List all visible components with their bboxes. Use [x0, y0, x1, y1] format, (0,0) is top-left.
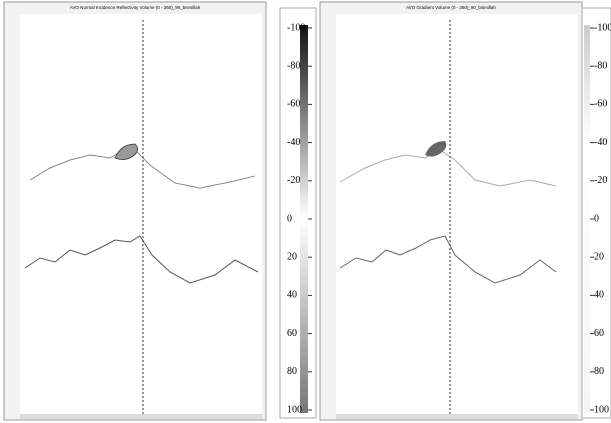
- body-outline: [114, 143, 138, 160]
- tick-label: 0: [594, 213, 599, 224]
- tick-label: -20: [594, 175, 607, 186]
- tick-label: 100: [594, 404, 609, 415]
- seismic: [20, 14, 262, 414]
- tick-label: -60: [287, 99, 300, 110]
- colorbar-ticks: -100 -80 -60 -40 -20 0 20 40 60 80 100: [590, 22, 611, 415]
- colorbar: [300, 25, 308, 413]
- panel-title: AVO Normal Incidence Reflectivity Volume…: [70, 5, 201, 10]
- seismic-fill: [336, 14, 578, 414]
- tick-label: 40: [287, 290, 297, 301]
- horizon: [24, 235, 259, 284]
- colorbar-frame: [279, 7, 317, 419]
- panel-left: AVO Normal Incidence Reflectivity Volume…: [3, 1, 317, 421]
- tick-label: 20: [594, 251, 604, 262]
- seismic: [336, 14, 578, 414]
- tick-label: -80: [287, 60, 300, 71]
- tick-label: -20: [287, 175, 300, 186]
- horizon: [339, 235, 557, 284]
- tick-label: -100: [287, 22, 305, 33]
- colorbar-ticks: -100 -80 -60 -40 -20 0 20 40 60 80 100: [287, 22, 312, 415]
- tick-label: 80: [594, 366, 604, 377]
- tick-label: 20: [287, 251, 297, 262]
- scrollbar: [20, 414, 262, 419]
- tick-label: -40: [287, 137, 300, 148]
- tick-label: 60: [287, 328, 297, 339]
- body-outline: [425, 141, 447, 157]
- panel-title: AVO Gradient Volume (0 - 360)_90_bismill…: [406, 5, 496, 10]
- tick-label: -40: [594, 137, 607, 148]
- scrollbar: [336, 414, 578, 419]
- colorbar: [584, 25, 590, 413]
- tick-label: 60: [594, 328, 604, 339]
- tick-label: -60: [594, 99, 607, 110]
- tick-label: 80: [287, 366, 297, 377]
- tick-label: 0: [287, 213, 292, 224]
- panel-right: AVO Gradient Volume (0 - 360)_90_bismill…: [319, 1, 611, 421]
- tick-label: -100: [594, 22, 611, 33]
- seismic-fill: [20, 14, 262, 414]
- tick-label: -80: [594, 60, 607, 71]
- tick-label: 100: [287, 404, 302, 415]
- tick-label: 40: [594, 290, 604, 301]
